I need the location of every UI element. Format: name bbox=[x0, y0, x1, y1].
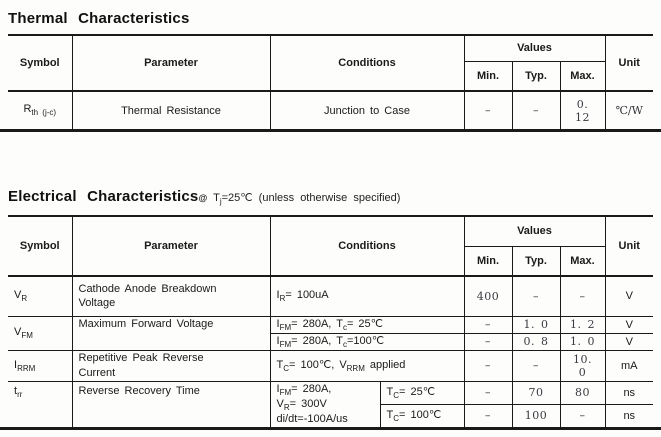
row-irrm: IRRM Repetitive Peak Reverse Current TC=… bbox=[8, 350, 653, 382]
cell-unit: ns bbox=[623, 409, 636, 422]
cell-conditions: IFM= 280A, Tc= 25℃ bbox=[270, 316, 465, 334]
thermal-table: Symbol Parameter Conditions Values Unit … bbox=[8, 34, 653, 129]
cell-symbol: IRRM bbox=[8, 350, 73, 382]
thermal-row: Rth (j-c) Thermal Resistance Junction to… bbox=[8, 91, 653, 129]
thermal-col-header-min: Min. bbox=[464, 61, 513, 92]
electrical-table: Symbol Parameter Conditions Values Unit … bbox=[8, 215, 653, 428]
row-vfm-1: VFM Maximum Forward Voltage IFM= 280A, T… bbox=[8, 316, 653, 351]
cell-min: – bbox=[464, 350, 513, 382]
cell-parameter: Maximum Forward Voltage bbox=[72, 316, 271, 351]
thermal-col-header-values: Values bbox=[464, 35, 606, 62]
cell-conditions-sub: TC= 25℃ bbox=[380, 381, 465, 405]
cell-parameter: Thermal Resistance bbox=[72, 91, 271, 129]
cell-typ: – bbox=[512, 276, 561, 317]
cell-typ: 0. 8 bbox=[512, 333, 561, 351]
cell-conditions: IFM= 280A, Tc=100℃ bbox=[270, 333, 465, 351]
elec-col-header-conditions: Conditions bbox=[270, 216, 465, 278]
cell-max: 0. 12 bbox=[560, 91, 606, 129]
elec-col-header-min: Min. bbox=[464, 246, 513, 278]
elec-col-header-max: Max. bbox=[560, 246, 606, 278]
elec-col-header-typ: Typ. bbox=[512, 246, 561, 278]
electrical-title-at: @ bbox=[198, 193, 208, 203]
cell-typ: 100 bbox=[512, 404, 561, 428]
elec-col-header-values: Values bbox=[464, 216, 606, 247]
elec-col-header-parameter: Parameter bbox=[72, 216, 271, 278]
elec-col-header-unit: Unit bbox=[605, 216, 653, 278]
thermal-col-header-max: Max. bbox=[560, 61, 606, 92]
cell-unit: ns bbox=[605, 381, 653, 405]
cell-min: – bbox=[464, 404, 513, 428]
cell-conditions: Junction to Case bbox=[270, 91, 465, 129]
cell-unit: ℃/W bbox=[615, 104, 643, 117]
cell-max: – bbox=[560, 276, 606, 317]
electrical-table-bottom-rule bbox=[0, 427, 661, 431]
electrical-section-title: Electrical Characteristics@ Tj=25℃ (unle… bbox=[8, 188, 653, 206]
cell-min: – bbox=[464, 316, 513, 334]
elec-col-header-symbol: Symbol bbox=[8, 216, 73, 278]
cell-max: 1. 0 bbox=[560, 333, 606, 351]
cell-min: – bbox=[464, 381, 513, 405]
row-trr-2: TC= 100℃ – 100 – ns bbox=[8, 404, 653, 428]
cell-max: – bbox=[560, 404, 606, 428]
cell-conditions-sub: TC= 100℃ bbox=[380, 404, 465, 428]
cell-conditions: IR= 100uA bbox=[270, 276, 465, 317]
cell-max: 80 bbox=[560, 381, 606, 405]
cell-conditions-main: IFM= 280A, VR= 300V di/dt=-100A/us bbox=[270, 381, 381, 428]
cell-parameter: Reverse Recovery Time bbox=[72, 381, 271, 428]
cell-symbol: VR bbox=[8, 276, 73, 317]
row-vr: VR Cathode Anode Breakdown Voltage IR= 1… bbox=[8, 276, 653, 317]
cell-typ: 70 bbox=[512, 381, 561, 405]
cell-conditions: TC= 100℃, VRRM applied bbox=[270, 350, 465, 382]
cell-unit: V bbox=[605, 333, 653, 351]
thermal-section-title: Thermal Characteristics bbox=[8, 10, 190, 27]
electrical-title-text: Electrical Characteristics bbox=[8, 188, 199, 205]
cell-unit: V bbox=[605, 316, 653, 334]
cell-typ: – bbox=[512, 350, 561, 382]
thermal-col-header-unit: Unit bbox=[605, 35, 653, 92]
cell-min: – bbox=[464, 91, 513, 129]
thermal-table-bottom-rule bbox=[0, 129, 661, 132]
cell-min: – bbox=[464, 333, 513, 351]
cell-unit: mA bbox=[605, 350, 653, 382]
cell-symbol: Rth (j-c) bbox=[8, 91, 73, 129]
cell-max: 1. 2 bbox=[560, 316, 606, 334]
row-trr-1: trr Reverse Recovery Time IFM= 280A, VR=… bbox=[8, 381, 653, 428]
cell-max: 10. 0 bbox=[560, 350, 606, 382]
cell-typ: – bbox=[512, 91, 561, 129]
cell-typ: 1. 0 bbox=[512, 316, 561, 334]
cell-parameter: Repetitive Peak Reverse Current bbox=[72, 350, 271, 382]
cell-unit: V bbox=[605, 276, 653, 317]
electrical-title-conditions: Tj=25℃ (unless otherwise specified) bbox=[207, 192, 401, 207]
cell-symbol: VFM bbox=[8, 316, 73, 351]
thermal-col-header-symbol: Symbol bbox=[8, 35, 73, 92]
cell-symbol: trr bbox=[8, 381, 73, 428]
thermal-col-header-typ: Typ. bbox=[512, 61, 561, 92]
row-vfm-2: IFM= 280A, Tc=100℃ – 0. 8 1. 0 V bbox=[8, 333, 653, 351]
thermal-col-header-conditions: Conditions bbox=[270, 35, 465, 92]
thermal-col-header-parameter: Parameter bbox=[72, 35, 271, 92]
cell-min: 400 bbox=[464, 276, 513, 317]
cell-parameter: Cathode Anode Breakdown Voltage bbox=[72, 276, 271, 317]
